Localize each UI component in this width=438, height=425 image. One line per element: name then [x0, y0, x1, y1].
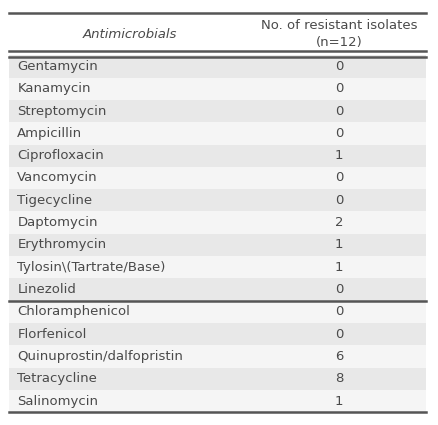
Text: Ampicillin: Ampicillin	[18, 127, 82, 140]
Bar	[9, 167, 426, 189]
Text: 0: 0	[335, 60, 343, 73]
Text: 0: 0	[335, 305, 343, 318]
Text: Antimicrobials: Antimicrobials	[83, 28, 177, 40]
Text: 1: 1	[335, 238, 343, 252]
Text: 1: 1	[335, 261, 343, 274]
Bar	[9, 13, 426, 55]
Text: Streptomycin: Streptomycin	[18, 105, 107, 118]
Bar	[9, 323, 426, 345]
Bar	[9, 256, 426, 278]
Text: Tylosin\(Tartrate/Base): Tylosin\(Tartrate/Base)	[18, 261, 166, 274]
Bar	[9, 234, 426, 256]
Text: Salinomycin: Salinomycin	[18, 394, 99, 408]
Text: 1: 1	[335, 149, 343, 162]
Text: 2: 2	[335, 216, 343, 229]
Text: 0: 0	[335, 283, 343, 296]
Bar	[9, 345, 426, 368]
Text: Tigecycline: Tigecycline	[18, 194, 92, 207]
Text: 0: 0	[335, 127, 343, 140]
Text: Chloramphenicol: Chloramphenicol	[18, 305, 130, 318]
Text: 0: 0	[335, 105, 343, 118]
Text: Quinuprostin/dalfopristin: Quinuprostin/dalfopristin	[18, 350, 183, 363]
Text: Ciprofloxacin: Ciprofloxacin	[18, 149, 104, 162]
Bar	[9, 100, 426, 122]
Bar	[9, 301, 426, 323]
Bar	[9, 78, 426, 100]
Bar	[9, 144, 426, 167]
Text: No. of resistant isolates
(n=12): No. of resistant isolates (n=12)	[261, 19, 417, 49]
Text: Tetracycline: Tetracycline	[18, 372, 97, 385]
Text: Kanamycin: Kanamycin	[18, 82, 91, 95]
Bar	[9, 368, 426, 390]
Text: Gentamycin: Gentamycin	[18, 60, 98, 73]
Bar	[9, 189, 426, 212]
Text: Linezolid: Linezolid	[18, 283, 76, 296]
Text: Florfenicol: Florfenicol	[18, 328, 87, 341]
Text: Vancomycin: Vancomycin	[18, 171, 98, 184]
Text: 0: 0	[335, 171, 343, 184]
Bar	[9, 55, 426, 78]
Text: 0: 0	[335, 82, 343, 95]
Text: 8: 8	[335, 372, 343, 385]
Text: Erythromycin: Erythromycin	[18, 238, 106, 252]
Text: Daptomycin: Daptomycin	[18, 216, 98, 229]
Text: 1: 1	[335, 394, 343, 408]
Text: 0: 0	[335, 328, 343, 341]
Bar	[9, 211, 426, 234]
Bar	[9, 390, 426, 412]
Bar	[9, 278, 426, 301]
Bar	[9, 122, 426, 144]
Text: 6: 6	[335, 350, 343, 363]
Text: 0: 0	[335, 194, 343, 207]
